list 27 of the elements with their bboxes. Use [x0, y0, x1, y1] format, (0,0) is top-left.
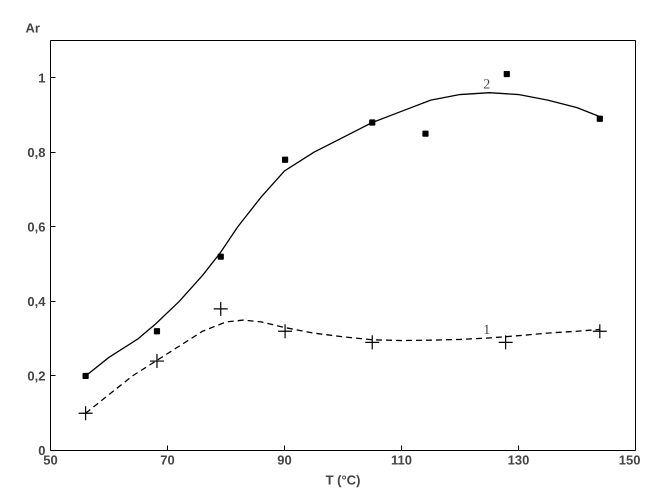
point: [364, 334, 380, 350]
series-label: 1: [483, 322, 490, 338]
x-axis-title: T (°C): [326, 472, 360, 488]
y-tick-label: 0,8: [27, 144, 46, 160]
point: [504, 70, 510, 78]
point: [154, 328, 160, 334]
point: [213, 301, 228, 316]
x-tick-label: 90: [277, 452, 292, 468]
y-tick-label: 0,6: [27, 219, 46, 234]
point: [596, 116, 603, 122]
point: [277, 324, 293, 339]
y-tick-label: 0,2: [27, 368, 46, 384]
point: [282, 156, 288, 163]
y-tick-label: 0,4: [27, 294, 46, 309]
point: [498, 334, 514, 350]
point: [78, 406, 94, 421]
point: [592, 324, 608, 339]
point: [149, 353, 165, 369]
point: [422, 130, 429, 137]
x-tick-label: 70: [160, 452, 175, 468]
series-label: 2: [483, 78, 490, 93]
x-tick-label: 150: [618, 452, 641, 468]
x-tick-label: 130: [508, 452, 530, 468]
x-tick-label: 110: [391, 452, 412, 468]
y-axis-title: Ar: [26, 20, 40, 36]
point: [218, 254, 224, 260]
y-tick-label: 1: [38, 70, 46, 86]
